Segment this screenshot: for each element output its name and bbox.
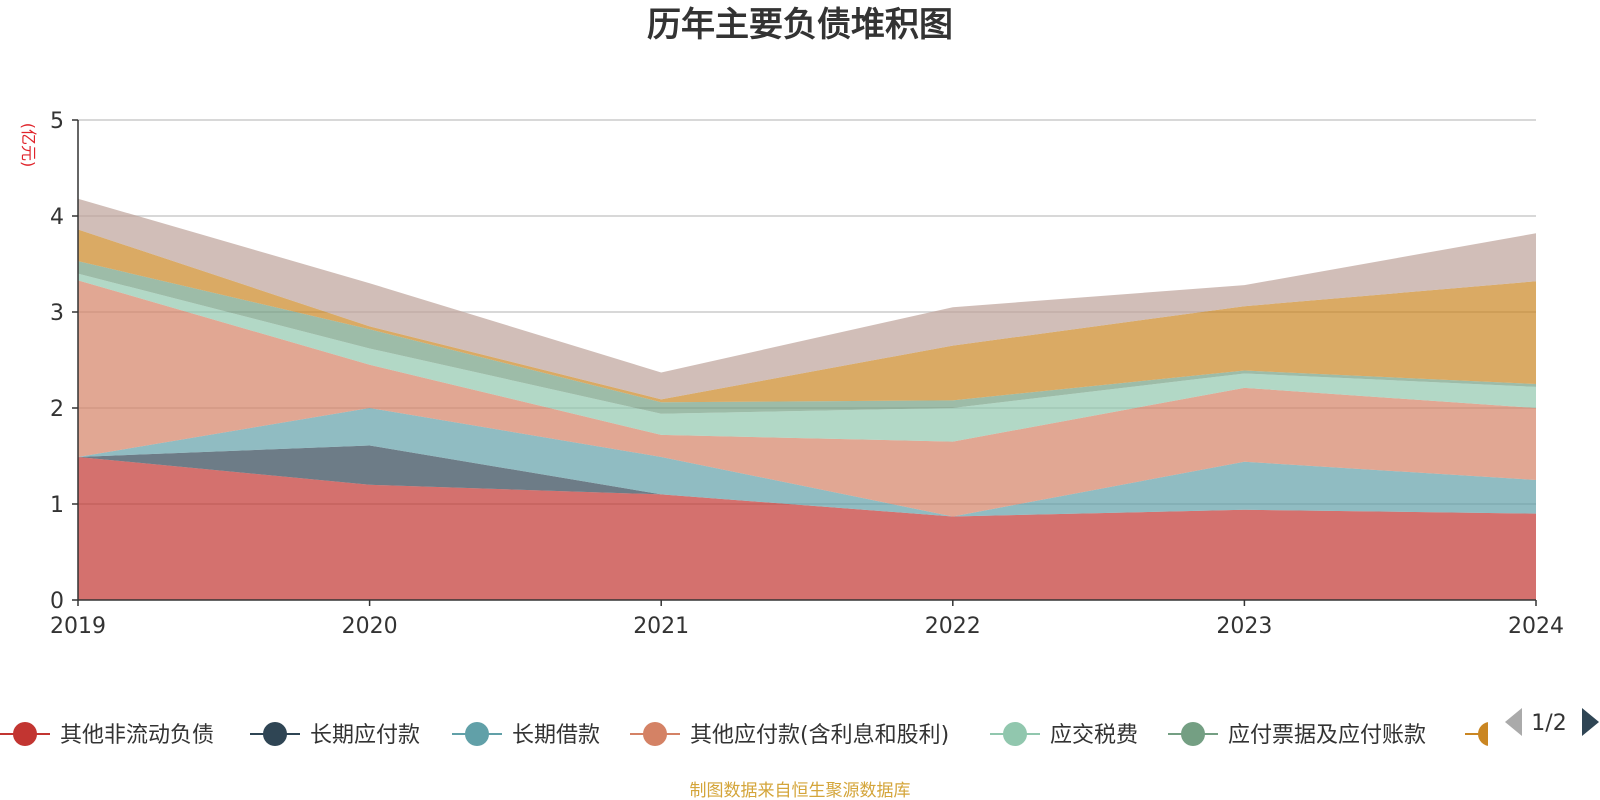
legend-item[interactable]: 应交税费 [990,722,1138,748]
legend-label: 长期应付款 [310,723,420,748]
area-series-6 [78,229,1536,403]
legend-item[interactable]: 应付票据及应付账款 [1168,722,1426,748]
legend-label: 长期借款 [512,723,600,748]
x-tick-label: 2024 [1508,614,1564,639]
data-source-note: 制图数据来自恒生聚源数据库 [690,781,911,800]
legend-item[interactable]: 长期应付款 [250,722,420,748]
area-series-1 [78,445,1536,517]
area-series-2 [78,408,1536,517]
y-tick-label: 0 [50,589,64,614]
chart-title: 历年主要负债堆积图 [647,5,953,45]
x-tick-label: 2023 [1216,614,1272,639]
area-series-0 [78,456,1536,600]
legend-marker-icon [13,722,37,746]
legend-item[interactable] [1465,722,1515,746]
legend-label: 应交税费 [1050,723,1138,748]
legend-item[interactable]: 其他非流动负债 [0,722,214,748]
y-tick-label: 2 [50,397,64,422]
legend-page-indicator: 1/2 [1531,711,1566,736]
legend-pager: 1/2 [1505,708,1599,736]
legend-prev-icon[interactable] [1505,708,1522,736]
x-tick-label: 2021 [633,614,689,639]
legend-label: 其他应付款(含利息和股利) [690,723,949,748]
y-tick-label: 1 [50,493,64,518]
legend-label: 应付票据及应付账款 [1228,723,1426,748]
area-series-5 [78,261,1536,414]
legend-label: 其他非流动负债 [60,723,214,748]
y-tick-label: 4 [50,205,64,230]
y-tick-label: 3 [50,301,64,326]
legend-item[interactable]: 长期借款 [452,722,600,748]
area-series-4 [78,273,1536,442]
legend-item[interactable]: 其他应付款(含利息和股利) [630,722,949,748]
x-tick-label: 2020 [342,614,398,639]
legend-next-icon[interactable] [1582,708,1599,736]
y-tick-label: 5 [50,109,64,134]
area-series [78,198,1536,600]
axes [77,120,1537,606]
x-tick-labels: 2019 2020 2021 2022 2023 2024 [50,614,1564,639]
legend-marker-icon [1181,722,1205,746]
y-tick-labels: 0 1 2 3 4 5 [50,109,64,614]
area-series-3 [78,280,1536,517]
x-tick-label: 2022 [925,614,981,639]
legend-marker-icon [1003,722,1027,746]
legend-marker-icon [263,722,287,746]
y-axis-unit: (亿元) [19,123,38,168]
area-series-7 [78,198,1536,400]
legend-items: 其他非流动负债 长期应付款 长期借款 其他应付款(含利息和股利) 应交税费 应付票据及应付… [0,722,1515,748]
legend: 其他非流动负债 长期应付款 长期借款 其他应付款(含利息和股利) 应交税费 应付票据及应付… [0,722,1515,748]
legend-marker-icon [643,722,667,746]
x-tick-label: 2019 [50,614,106,639]
legend-marker-icon [1478,722,1488,746]
legend-marker-icon [465,722,489,746]
